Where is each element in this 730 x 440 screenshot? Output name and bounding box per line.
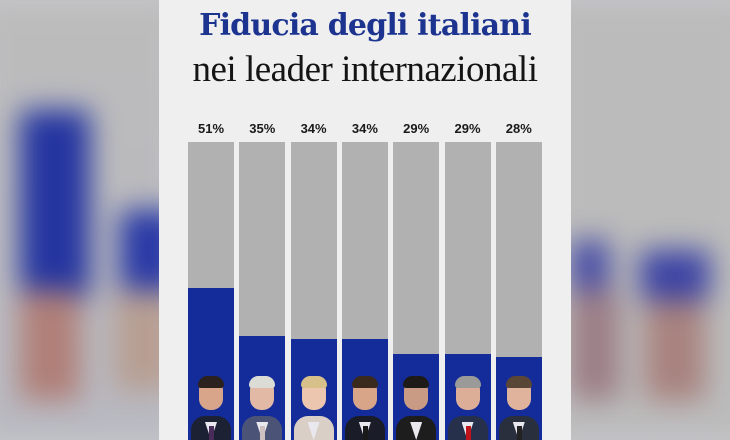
bar-column: 35% [239,118,286,440]
chart-panel: Fiducia degli italiani nei leader intern… [159,0,571,440]
bar-value-label: 51% [197,121,225,136]
blurred-background-left [0,0,180,440]
leader-portrait-icon [242,376,283,440]
leader-portrait-icon [447,376,488,440]
bar-value-label: 28% [505,121,532,136]
bar-chart: 51% 35% 34% 34% 29% 29% 28% [188,118,542,440]
bar-value-label: 34% [300,121,327,136]
bar-column: 34% [290,118,337,440]
leader-portrait-icon [344,376,385,440]
leader-portrait-icon [498,376,539,440]
bar-column: 51% [188,118,234,440]
bar-value-label: 34% [351,121,378,136]
bar-column: 29% [444,118,491,440]
blurred-background-right [550,0,730,440]
chart-title: Fiducia degli italiani [199,8,532,43]
leader-portrait-icon [396,376,437,440]
bar-track [444,142,491,440]
bar-value-label: 29% [403,121,430,136]
leader-portrait-icon [293,376,334,440]
bar-fill [188,288,234,440]
bar-column: 34% [341,118,388,440]
bar-value-label: 35% [249,121,276,136]
bar-value-label: 29% [454,121,481,136]
leader-portrait-icon [191,376,231,440]
bar-column: 28% [495,118,542,440]
chart-subtitle: nei leader internazionali [192,49,538,90]
bar-column: 29% [393,118,440,440]
